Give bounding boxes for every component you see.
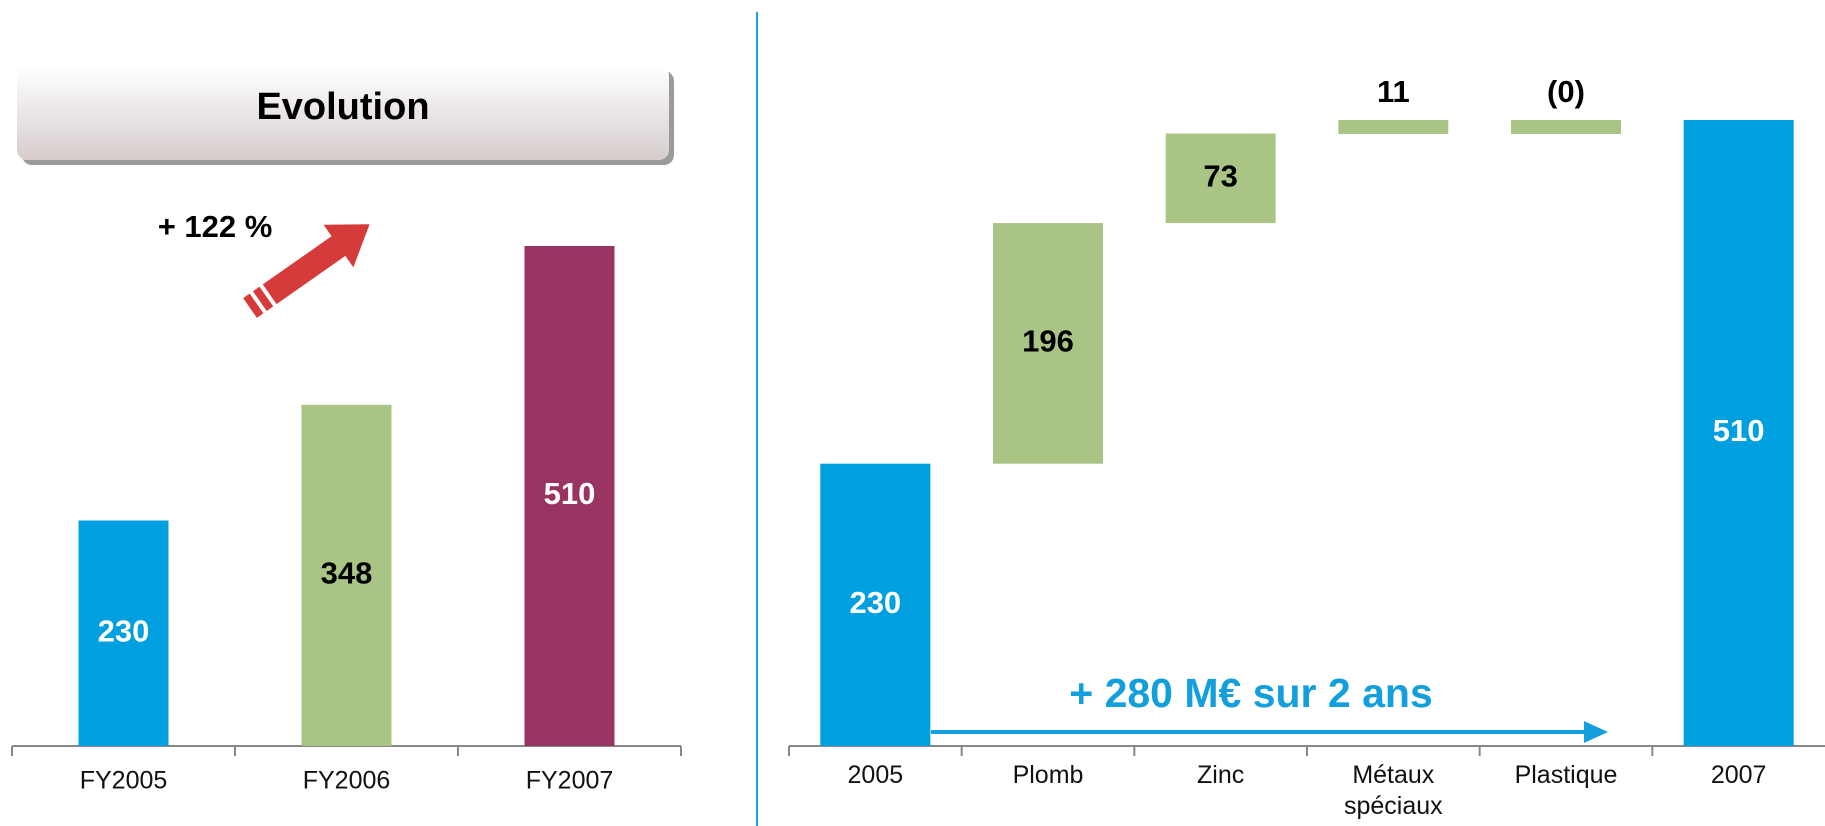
x-tick-label: Métaux spéciaux — [1343, 761, 1443, 820]
x-tick-label: 2005 — [847, 761, 904, 789]
bar — [820, 463, 931, 746]
chart-title: Evolution — [256, 86, 429, 128]
growth-arrow — [243, 224, 370, 318]
value-label: 11 — [1377, 74, 1410, 109]
value-label: 510 — [544, 476, 596, 511]
annotation: + 280 M€ sur 2 ans — [1069, 670, 1433, 716]
x-tick-label: Zinc — [1197, 761, 1245, 789]
bar — [993, 223, 1103, 464]
annotation-arrowhead — [1584, 721, 1608, 743]
annotation: + 122 % — [158, 209, 273, 244]
value-label: 510 — [1713, 413, 1765, 448]
bar — [301, 404, 392, 746]
x-tick-label: 2007 — [1710, 761, 1767, 789]
x-tick-label: FY2005 — [80, 767, 168, 795]
bar — [1683, 120, 1794, 746]
value-label: 230 — [849, 585, 901, 620]
value-label: (0) — [1547, 74, 1585, 109]
value-label: 348 — [321, 556, 373, 591]
bar — [78, 520, 169, 746]
bar — [1165, 133, 1276, 224]
title-box — [17, 66, 669, 160]
x-tick-label: Plastique — [1514, 761, 1618, 789]
bar — [1338, 120, 1449, 134]
value-label: 73 — [1203, 158, 1237, 193]
value-label: 230 — [98, 613, 150, 648]
bar — [524, 246, 615, 746]
bar — [1511, 120, 1621, 134]
x-tick-label: FY2007 — [526, 767, 614, 795]
x-tick-label: FY2006 — [303, 767, 391, 795]
value-label: 196 — [1022, 324, 1074, 359]
x-tick-label: Plomb — [1012, 761, 1084, 789]
